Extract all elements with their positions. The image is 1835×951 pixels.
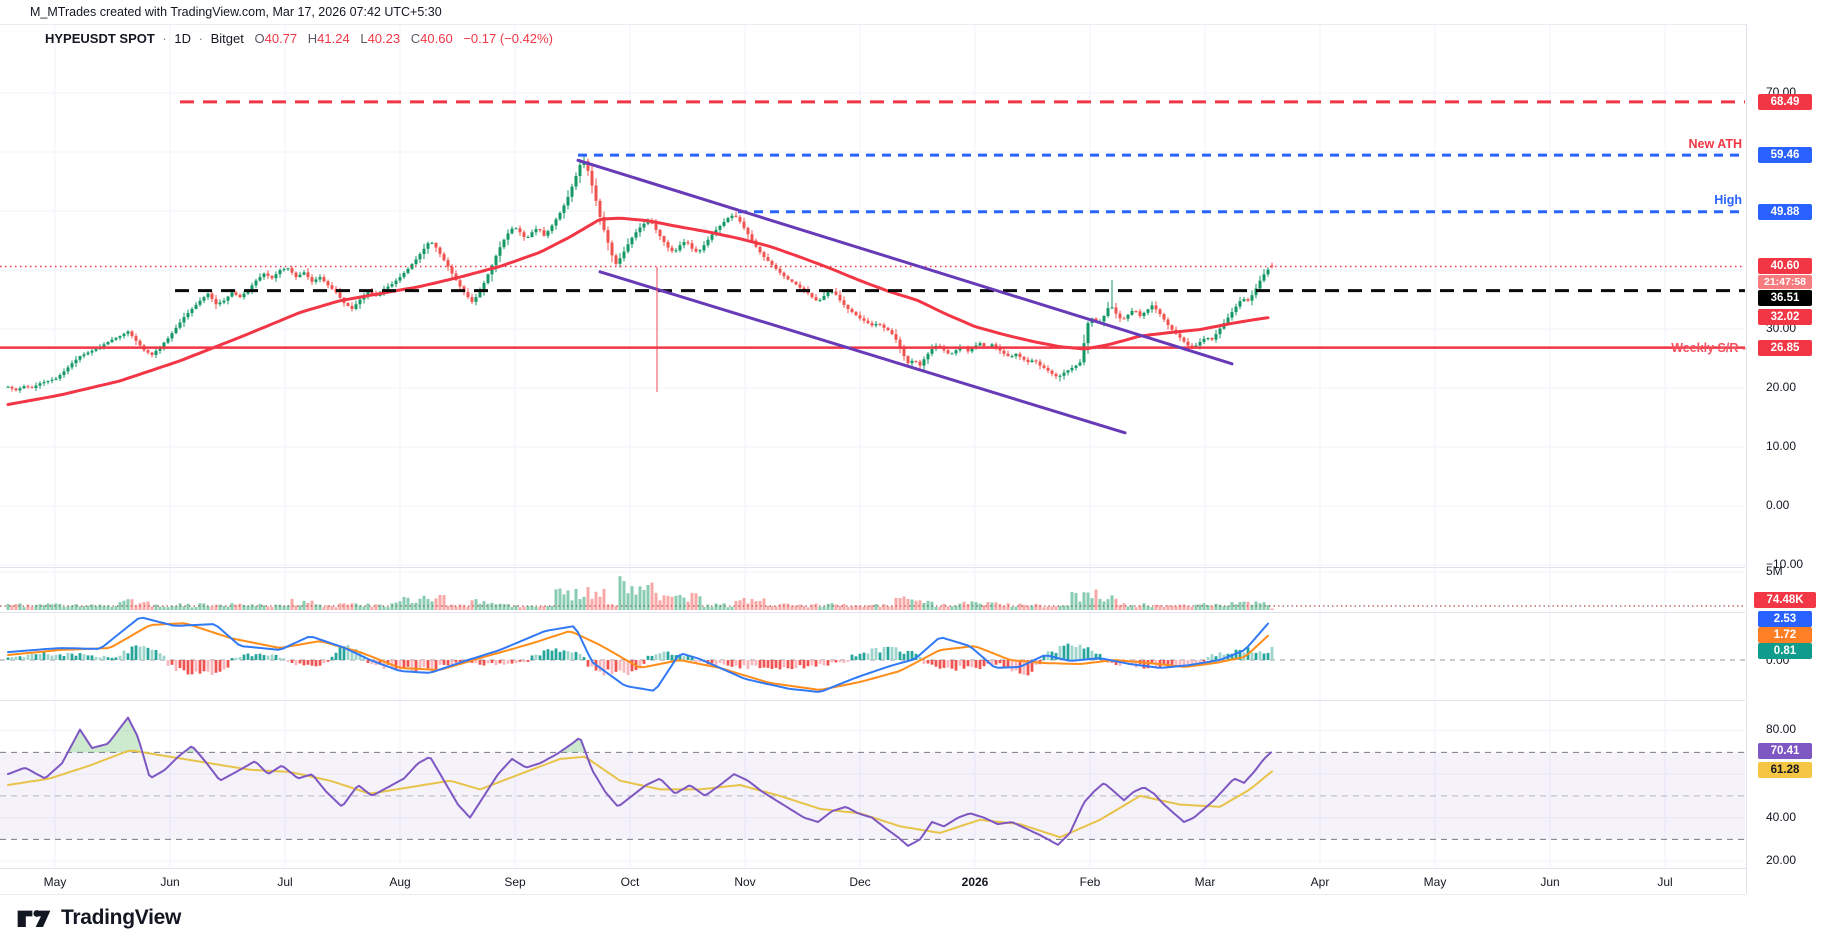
price-label-0.81: 0.81 <box>1758 643 1812 659</box>
axis-tick-0.00: 0.00 <box>1766 498 1790 512</box>
price-label-61.28: 61.28 <box>1758 762 1812 778</box>
top-header-bar: M_MTrades created with TradingView.com, … <box>0 0 1835 25</box>
time-axis-label-May: May <box>1423 875 1447 889</box>
axis-tick-5M: 5M <box>1766 564 1783 578</box>
descending-channel-line[interactable] <box>576 158 1234 366</box>
axis-tick-20.00: 20.00 <box>1766 853 1797 867</box>
price-label-32.02: 32.02 <box>1758 309 1812 325</box>
time-axis-label-2026: 2026 <box>961 875 989 889</box>
descending-channel-line[interactable] <box>598 270 1127 435</box>
price-label-26.85: 26.85 <box>1758 340 1812 356</box>
symbol-legend: HYPEUSDT SPOT · 1D · Bitget O40.77 H41.2… <box>45 31 553 46</box>
axis-tick-20.00: 20.00 <box>1766 380 1797 394</box>
price-label-40.60: 40.60 <box>1758 258 1812 274</box>
rsi-overbought-fill <box>185 746 197 753</box>
price-label-1.72: 1.72 <box>1758 627 1812 643</box>
price-label-59.46: 59.46 <box>1758 147 1812 163</box>
high-annotation: High <box>1714 193 1742 207</box>
candlestick-series <box>6 155 1274 393</box>
price-label-70.41: 70.41 <box>1758 743 1812 759</box>
time-axis-label-Nov: Nov <box>734 875 756 889</box>
oscillator-signal-line <box>7 622 1269 691</box>
price-label-74.48K: 74.48K <box>1754 592 1816 608</box>
price-label-68.49: 68.49 <box>1758 94 1812 110</box>
volume-series <box>6 576 1274 610</box>
symbol-title[interactable]: HYPEUSDT SPOT <box>45 31 155 46</box>
price-label-49.88: 49.88 <box>1758 204 1812 220</box>
time-axis-label-Jul: Jul <box>1657 875 1673 889</box>
time-axis-label-Aug: Aug <box>389 875 411 889</box>
open-label: O <box>254 31 265 46</box>
axis-tick-40.00: 40.00 <box>1766 810 1797 824</box>
chart-credit-text: M_MTrades created with TradingView.com, … <box>30 5 442 19</box>
time-axis-label-Jul: Jul <box>277 875 293 889</box>
new-ath-annotation: New ATH <box>1688 137 1742 151</box>
tradingview-logo-icon <box>17 910 51 927</box>
time-axis-label-May: May <box>43 875 67 889</box>
rsi-overbought-fill <box>68 717 140 753</box>
oscillator-histogram <box>6 643 1274 676</box>
axis-tick-80.00: 80.00 <box>1766 722 1797 736</box>
price-label-36.51: 36.51 <box>1758 290 1812 306</box>
time-axis[interactable]: May Jun Jul Aug Sep Oct Nov Dec 2026 Feb Mar Apr May… <box>0 868 1746 896</box>
change-value: −0.17 (−0.42%) <box>463 31 553 46</box>
moving-average-line <box>6 216 1270 406</box>
axis-tick-−10.00: −10.00 <box>1766 557 1804 571</box>
price-label-21:47:58: 21:47:58 <box>1758 275 1812 289</box>
high-label: H <box>307 31 318 46</box>
chart-frame-border <box>0 894 1746 895</box>
legend-separator: · <box>198 31 203 46</box>
legend-separator: · <box>162 31 167 46</box>
time-axis-label-Sep: Sep <box>504 875 526 889</box>
tradingview-logo-text: TradingView <box>61 906 182 929</box>
rsi-line <box>7 716 1272 847</box>
price-label-2.53: 2.53 <box>1758 611 1812 627</box>
time-axis-label-Feb: Feb <box>1079 875 1101 889</box>
exchange-label: Bitget <box>210 31 244 46</box>
weekly-sr-annotation: Weekly S/R - <box>1671 341 1746 355</box>
close-value: 40.60 <box>420 31 453 46</box>
time-axis-label-Jun: Jun <box>1540 875 1560 889</box>
rsi-ma-line <box>7 749 1273 839</box>
price-axis[interactable]: 70.00 30.00 20.00 10.00 0.00 −10.00 5M 0.00 80.0… <box>1746 24 1835 894</box>
close-label: C <box>410 31 421 46</box>
tradingview-logo[interactable]: TradingView <box>16 903 181 933</box>
open-value: 40.77 <box>264 31 298 46</box>
time-axis-label-Jun: Jun <box>160 875 180 889</box>
low-value: 40.23 <box>367 31 401 46</box>
oscillator-main-line <box>7 616 1269 693</box>
axis-tick-10.00: 10.00 <box>1766 439 1797 453</box>
time-axis-label-Mar: Mar <box>1194 875 1216 889</box>
time-axis-label-Apr: Apr <box>1310 875 1330 889</box>
timeframe-label[interactable]: 1D <box>174 31 192 46</box>
time-axis-label-Dec: Dec <box>849 875 871 889</box>
high-value: 41.24 <box>317 31 350 46</box>
time-axis-label-Oct: Oct <box>620 875 640 889</box>
low-label: L <box>360 31 368 46</box>
